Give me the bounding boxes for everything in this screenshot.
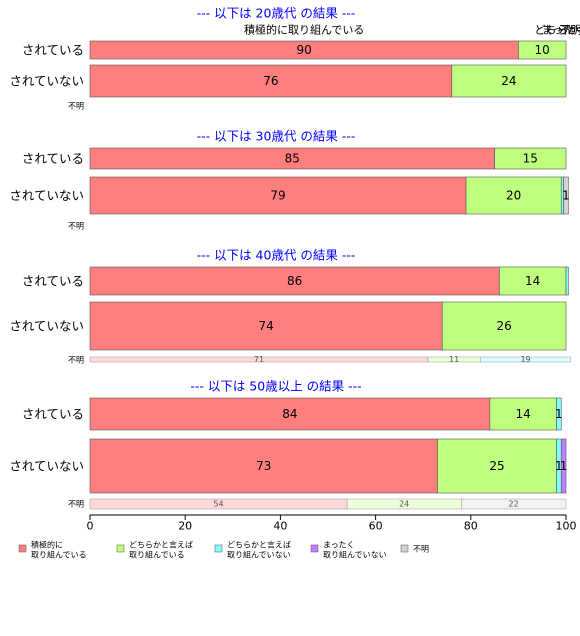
legend-label: どちらかと言えば <box>129 540 193 550</box>
bar-segment <box>89 438 438 494</box>
bar-segment <box>560 438 567 494</box>
legend-label: 取り組んでいる <box>31 550 87 560</box>
unknown-bar-value-label: 71 <box>254 355 264 364</box>
column-header-label: まったく <box>542 24 580 37</box>
bar-value-label: 79 <box>270 189 285 203</box>
unknown-row-label: 不明 <box>68 500 84 509</box>
x-tick-label: 20 <box>178 520 192 533</box>
unknown-bar-value-label: 54 <box>213 500 223 509</box>
legend-label: 不明 <box>413 545 429 554</box>
panel-title: --- 以下は 40歳代 の結果 --- <box>197 248 356 263</box>
row-category-label: されていない <box>9 459 84 474</box>
bar-segment <box>451 64 567 98</box>
bar-value-label: 15 <box>523 152 538 166</box>
legend-swatch <box>400 544 409 553</box>
x-tick-label: 0 <box>87 520 94 533</box>
bar-segment <box>499 266 567 296</box>
bar-segment <box>89 176 467 215</box>
bar-segment <box>556 397 562 431</box>
bar-value-label: 85 <box>285 152 300 166</box>
bar-value-label: 90 <box>297 43 312 57</box>
bar-segment <box>494 147 567 170</box>
bar-value-label: 86 <box>287 274 302 288</box>
unknown-bar-value-label: 24 <box>399 500 409 509</box>
bar-value-label: 1 <box>555 407 563 421</box>
unknown-bar-value-label: 19 <box>520 355 530 364</box>
bar-segment <box>565 266 569 296</box>
unknown-bar-value-label: 11 <box>449 355 459 364</box>
row-category-label: されている <box>22 151 84 166</box>
bar-value-label: 1 <box>562 189 570 203</box>
legend-swatch <box>310 544 319 553</box>
row-category-label: されている <box>22 274 84 289</box>
bar-value-label: 14 <box>525 274 540 288</box>
legend-swatch <box>214 544 223 553</box>
bar-segment <box>89 301 443 351</box>
bar-value-label: 24 <box>501 74 516 88</box>
unknown-row-label: 不明 <box>68 222 84 231</box>
row-category-label: されていない <box>9 74 84 89</box>
bar-segment <box>489 397 557 431</box>
legend-label: 取り組んでいない <box>323 550 387 560</box>
column-header-label: 不明 <box>560 24 580 37</box>
bar-segment <box>437 438 557 494</box>
bar-segment <box>441 301 567 351</box>
panel-title: --- 以下は 20歳代 の結果 --- <box>197 6 356 21</box>
bar-segment <box>89 266 500 296</box>
bar-value-label: 20 <box>506 189 521 203</box>
bar-value-label: 74 <box>258 319 273 333</box>
row-category-label: されていない <box>9 319 84 334</box>
bar-segment <box>89 64 453 98</box>
bar-segment <box>518 40 567 60</box>
column-header-label: どちらか <box>534 24 578 37</box>
bar-segment <box>563 176 569 215</box>
row-category-label: されている <box>22 407 84 422</box>
bar-segment <box>89 397 491 431</box>
unknown-bar-value-label: 22 <box>509 500 519 509</box>
bar-value-label: 76 <box>263 74 278 88</box>
unknown-row-label: 不明 <box>68 356 84 365</box>
bar-value-label: 26 <box>496 319 511 333</box>
unknown-bar-segment <box>480 356 572 363</box>
x-tick-label: 80 <box>464 520 478 533</box>
bar-value-label: 73 <box>256 459 271 473</box>
panel-title: --- 以下は 30歳代 の結果 --- <box>197 129 356 144</box>
legend-label: 取り組んでいる <box>129 550 185 560</box>
legend-label: 取り組んでいない <box>227 550 291 560</box>
row-category-label: されていない <box>9 188 84 203</box>
x-tick-label: 60 <box>369 520 383 533</box>
legend-swatch <box>18 544 27 553</box>
unknown-row-label: 不明 <box>68 102 84 111</box>
panel-title: --- 以下は 50歳以上 の結果 --- <box>190 379 361 394</box>
x-tick-label: 40 <box>273 520 287 533</box>
unknown-bar-segment <box>461 498 567 510</box>
bar-segment <box>465 176 562 215</box>
legend-swatch <box>116 544 125 553</box>
bar-value-label: 1 <box>560 459 568 473</box>
bar-value-label: 10 <box>535 43 550 57</box>
bar-value-label: 84 <box>282 407 297 421</box>
bar-value-label: 14 <box>516 407 531 421</box>
column-header-label: 積極的に取り組んでいる <box>244 23 364 37</box>
bar-value-label: 25 <box>489 459 504 473</box>
x-tick-label: 100 <box>556 520 577 533</box>
row-category-label: されている <box>22 43 84 58</box>
legend-label: 積極的に <box>31 540 63 550</box>
legend-label: どちらかと言えば <box>227 540 291 550</box>
legend-label: まったく <box>323 541 355 550</box>
bar-value-label: 1 <box>555 459 563 473</box>
